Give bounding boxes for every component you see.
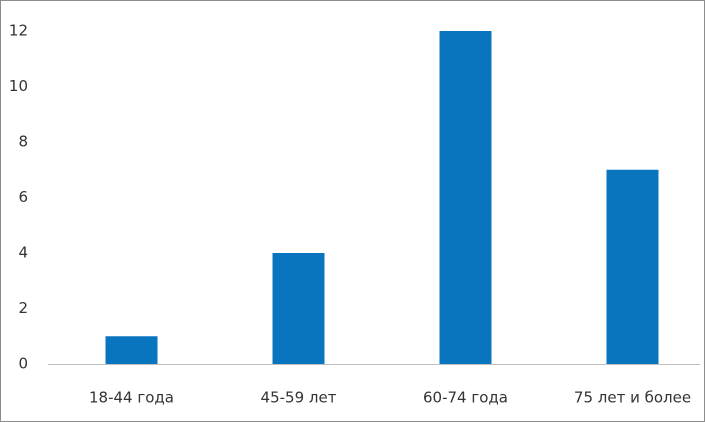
x-tick-label: 18-44 года [89, 389, 174, 407]
x-tick-label: 75 лет и более [574, 389, 691, 407]
y-tick-label: 0 [18, 355, 28, 373]
bar [606, 169, 659, 364]
y-tick-label: 2 [18, 299, 28, 317]
bar [439, 31, 492, 364]
y-tick-label: 12 [9, 22, 28, 40]
y-tick-label: 4 [18, 244, 28, 262]
x-tick-label: 60-74 года [423, 389, 508, 407]
bar [272, 253, 325, 364]
y-tick-label: 8 [18, 133, 28, 151]
bar [105, 336, 158, 364]
y-tick-label: 6 [18, 188, 28, 206]
x-tick-label: 45-59 лет [261, 389, 337, 407]
y-tick-label: 10 [9, 77, 28, 95]
